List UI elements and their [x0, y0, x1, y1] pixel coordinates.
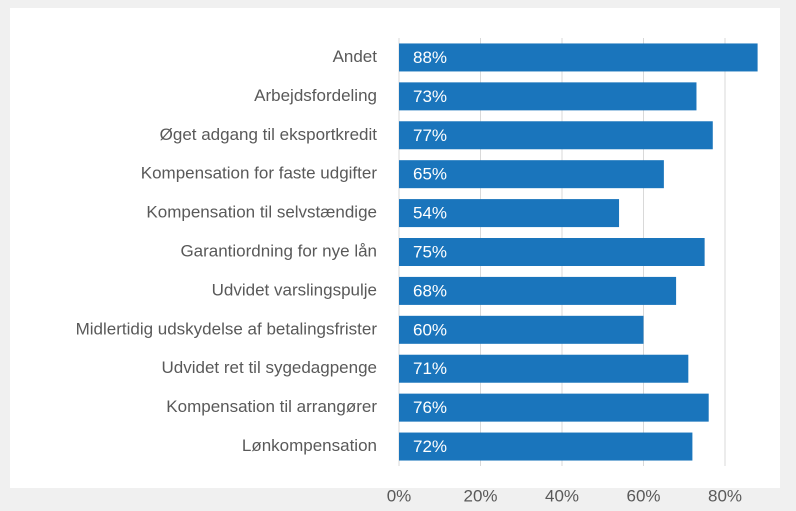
x-tick-label: 20%	[463, 486, 497, 505]
value-label: 73%	[413, 87, 447, 106]
bar	[399, 43, 758, 72]
value-label: 65%	[413, 165, 447, 184]
bar	[399, 354, 689, 383]
value-label: 75%	[413, 242, 447, 261]
x-tick-label: 0%	[387, 486, 412, 505]
x-tick-label: 60%	[626, 486, 660, 505]
y-tick-label: Midlertidig udskydelse af betalingsfrist…	[76, 319, 378, 338]
value-label: 54%	[413, 204, 447, 223]
y-tick-label: Øget adgang til eksportkredit	[160, 125, 378, 144]
x-tick-label: 40%	[545, 486, 579, 505]
x-tick-label: 80%	[708, 486, 742, 505]
value-label: 60%	[413, 320, 447, 339]
y-tick-label: Udvidet ret til sygedagpenge	[162, 358, 377, 377]
y-tick-label: Kompensation for faste udgifter	[141, 164, 378, 183]
y-tick-label: Udvidet varslingspulje	[212, 280, 377, 299]
bar	[399, 238, 705, 266]
y-tick-label: Andet	[333, 47, 378, 66]
value-label: 77%	[413, 126, 447, 145]
bar	[399, 121, 713, 150]
y-tick-label: Kompensation til arrangører	[166, 397, 377, 416]
bar	[399, 432, 693, 461]
y-tick-label: Arbejdsfordeling	[254, 86, 377, 105]
bar	[399, 160, 664, 189]
value-label: 88%	[413, 48, 447, 67]
bar	[399, 315, 644, 344]
y-tick-label: Garantiordning for nye lån	[180, 241, 377, 260]
value-label: 71%	[413, 359, 447, 378]
value-label: 68%	[413, 281, 447, 300]
bar	[399, 199, 620, 228]
y-tick-label: Kompensation til selvstændige	[146, 203, 377, 222]
bar	[399, 393, 709, 422]
value-label: 76%	[413, 398, 447, 417]
bar	[399, 276, 677, 305]
y-tick-label: Lønkompensation	[242, 436, 377, 455]
value-label: 72%	[413, 437, 447, 456]
bar	[399, 82, 697, 111]
